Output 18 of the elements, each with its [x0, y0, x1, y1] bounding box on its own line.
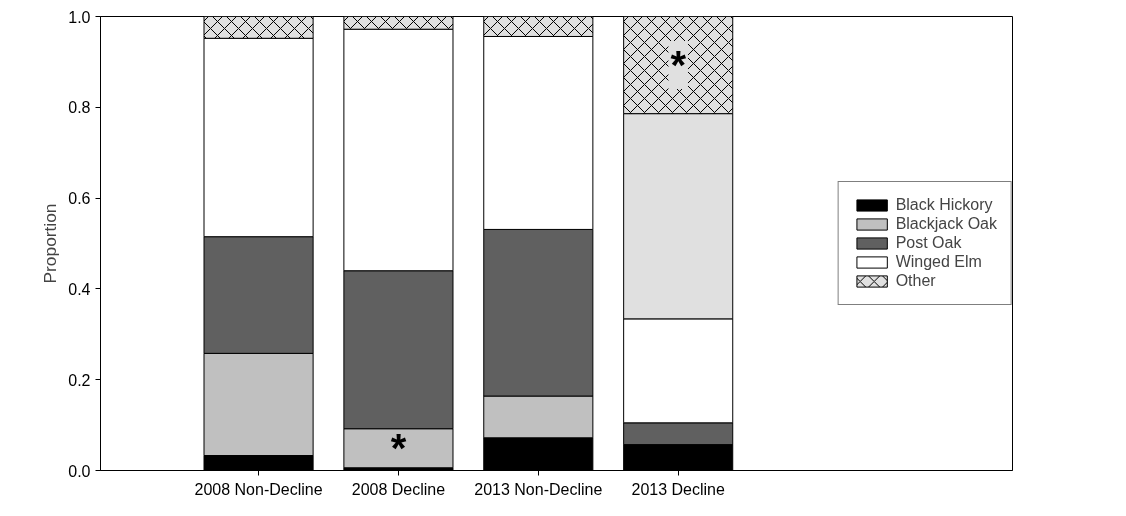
x-tick-label: 2013 Decline: [631, 480, 725, 498]
annotation: *: [390, 426, 407, 471]
legend-label: Blackjack Oak: [895, 215, 997, 233]
y-tick-label: 1.0: [68, 8, 91, 26]
legend-label: Winged Elm: [895, 253, 982, 271]
legend-label: Black Hickory: [895, 196, 993, 214]
y-tick-label: 0.8: [68, 99, 91, 117]
y-tick-label: 0.4: [68, 280, 91, 298]
y-tick-label: 0.6: [68, 190, 91, 208]
legend-label: Post Oak: [895, 234, 962, 252]
y-tick-label: 0.0: [68, 462, 91, 480]
y-tick-label: 0.2: [68, 371, 91, 389]
y-axis-title: Proportion: [40, 203, 61, 284]
x-tick-label: 2008 Decline: [351, 480, 446, 498]
annotation: *: [670, 43, 687, 88]
x-tick-label: 2008 Non-Decline: [194, 480, 323, 498]
x-tick-label: 2013 Non-Decline: [474, 480, 603, 498]
legend-label: Other: [895, 272, 936, 290]
